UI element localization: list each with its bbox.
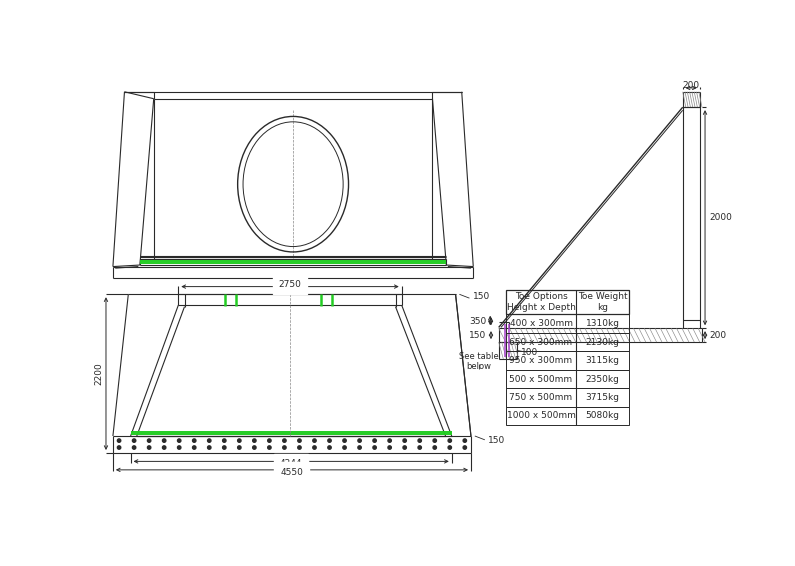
Circle shape	[283, 439, 286, 442]
Text: 400 x 300mm: 400 x 300mm	[510, 319, 572, 328]
Circle shape	[358, 439, 361, 442]
Bar	[506, 388, 629, 407]
Circle shape	[298, 446, 301, 449]
Text: 2200: 2200	[95, 362, 103, 385]
Circle shape	[238, 439, 241, 442]
Circle shape	[403, 446, 406, 449]
Text: 750 x 500mm: 750 x 500mm	[510, 393, 572, 402]
Circle shape	[403, 439, 406, 442]
Circle shape	[268, 439, 271, 442]
Text: 500 x 500mm: 500 x 500mm	[510, 375, 572, 384]
Circle shape	[312, 446, 316, 449]
Circle shape	[448, 439, 452, 442]
Text: Toe Weight
kg: Toe Weight kg	[578, 292, 627, 312]
Text: 3715kg: 3715kg	[586, 393, 619, 402]
Circle shape	[388, 439, 391, 442]
Bar	[506, 290, 629, 314]
Circle shape	[463, 439, 467, 442]
Bar	[506, 314, 629, 333]
Text: 3115kg: 3115kg	[586, 356, 619, 365]
Text: 4550: 4550	[281, 468, 304, 477]
Circle shape	[373, 439, 376, 442]
Circle shape	[133, 439, 136, 442]
Circle shape	[253, 439, 256, 442]
Circle shape	[147, 439, 151, 442]
Circle shape	[177, 446, 181, 449]
Circle shape	[162, 439, 166, 442]
Circle shape	[283, 446, 286, 449]
Circle shape	[177, 439, 181, 442]
Circle shape	[192, 446, 196, 449]
Circle shape	[207, 446, 211, 449]
Circle shape	[298, 439, 301, 442]
Text: 2750: 2750	[278, 280, 301, 289]
Circle shape	[373, 446, 376, 449]
Circle shape	[328, 439, 332, 442]
Bar	[506, 333, 629, 351]
Bar	[506, 351, 629, 370]
Text: 150: 150	[472, 292, 490, 301]
Circle shape	[418, 439, 421, 442]
Circle shape	[147, 446, 151, 449]
Text: 100: 100	[521, 348, 538, 357]
Circle shape	[118, 446, 121, 449]
Circle shape	[253, 446, 256, 449]
Text: 2130kg: 2130kg	[586, 337, 619, 346]
Text: 1000 x 500mm: 1000 x 500mm	[506, 411, 576, 421]
Circle shape	[207, 439, 211, 442]
Text: 1310kg: 1310kg	[586, 319, 619, 328]
Circle shape	[343, 439, 347, 442]
Circle shape	[118, 439, 121, 442]
Text: 650 x 300mm: 650 x 300mm	[510, 337, 572, 346]
Circle shape	[223, 446, 226, 449]
Text: 350: 350	[469, 317, 487, 326]
Circle shape	[433, 446, 436, 449]
Text: Toe Options
Height x Depth: Toe Options Height x Depth	[506, 292, 576, 312]
Circle shape	[192, 439, 196, 442]
Text: See table
below: See table below	[459, 351, 498, 371]
Text: 150: 150	[469, 331, 487, 340]
Circle shape	[223, 439, 226, 442]
Circle shape	[358, 446, 361, 449]
Text: 150: 150	[488, 436, 505, 445]
Text: 200: 200	[683, 81, 700, 90]
Circle shape	[312, 439, 316, 442]
Circle shape	[343, 446, 347, 449]
Text: 4244: 4244	[280, 459, 302, 468]
Text: 200: 200	[710, 331, 727, 340]
Bar	[506, 370, 629, 388]
Circle shape	[388, 446, 391, 449]
Text: 5080kg: 5080kg	[586, 411, 619, 421]
Bar	[506, 407, 629, 425]
Circle shape	[268, 446, 271, 449]
Text: 950 x 300mm: 950 x 300mm	[510, 356, 572, 365]
Circle shape	[162, 446, 166, 449]
Circle shape	[133, 446, 136, 449]
Text: 2000: 2000	[710, 213, 732, 222]
Circle shape	[328, 446, 332, 449]
Circle shape	[433, 439, 436, 442]
Text: 2350kg: 2350kg	[586, 375, 619, 384]
Circle shape	[463, 446, 467, 449]
Circle shape	[448, 446, 452, 449]
Circle shape	[418, 446, 421, 449]
Circle shape	[238, 446, 241, 449]
